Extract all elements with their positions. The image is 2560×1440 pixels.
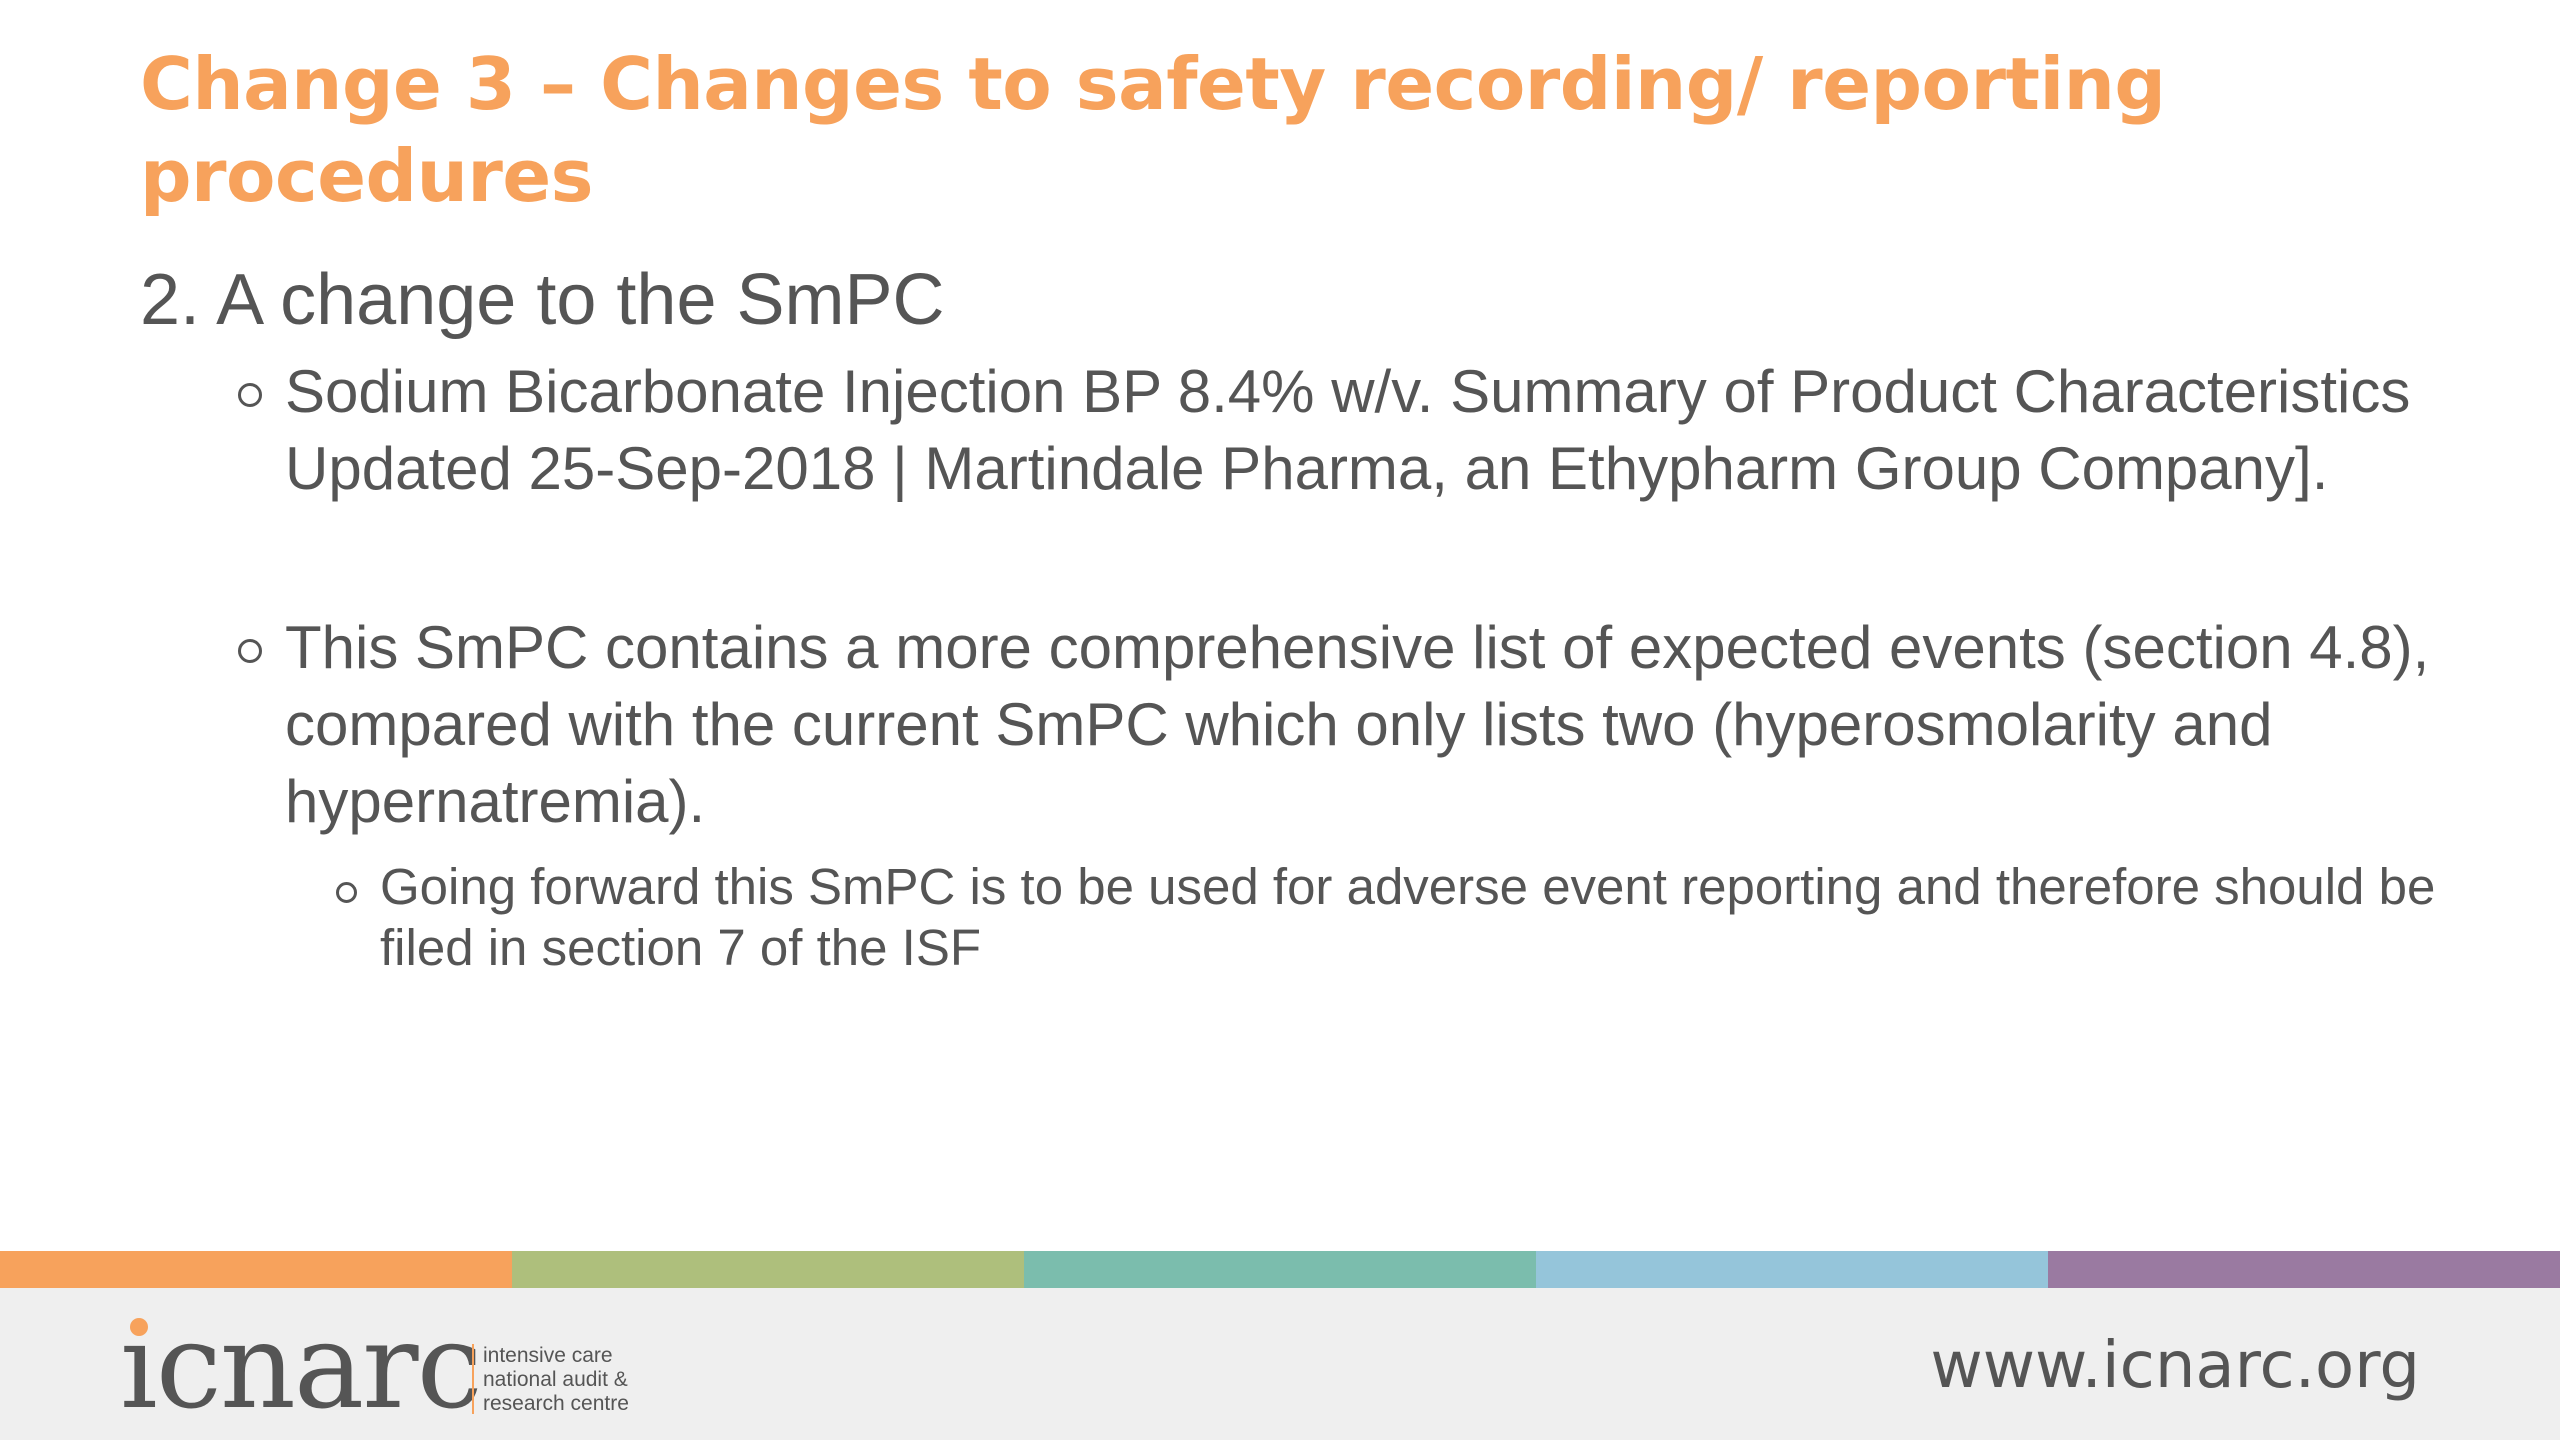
color-stripe-segment — [2048, 1251, 2560, 1288]
hollow-circle-bullet-icon — [238, 639, 262, 663]
sub-bullet-item: Going forward this SmPC is to be used fo… — [140, 856, 2440, 978]
footer: icnarc intensive care national audit & r… — [0, 1288, 2560, 1440]
website-url: www.icnarc.org — [1930, 1329, 2420, 1403]
color-stripe-segment — [1024, 1251, 1536, 1288]
logo-dot-icon — [130, 1318, 148, 1336]
color-stripe-segment — [1536, 1251, 2048, 1288]
slide-content: 2. A change to the SmPC Sodium Bicarbona… — [140, 255, 2440, 978]
hollow-circle-bullet-icon — [238, 383, 262, 407]
sub-bullet-text: Going forward this SmPC is to be used fo… — [380, 858, 2436, 976]
logo-tagline: intensive care national audit & research… — [483, 1344, 683, 1416]
logo-divider — [472, 1344, 474, 1414]
bullet-text: This SmPC contains a more comprehensive … — [285, 614, 2430, 835]
logo-tagline-line: research centre — [483, 1392, 629, 1415]
icnarc-logo: icnarc intensive care national audit & r… — [120, 1296, 680, 1426]
hollow-circle-bullet-icon — [336, 882, 357, 903]
slide-title: Change 3 – Changes to safety recording/ … — [140, 42, 2166, 218]
bullet-text: Sodium Bicarbonate Injection BP 8.4% w/v… — [285, 358, 2411, 502]
color-stripe-segment — [0, 1251, 512, 1288]
bullet-item: This SmPC contains a more comprehensive … — [140, 609, 2440, 840]
color-stripe-segment — [512, 1251, 1024, 1288]
bullet-item: Sodium Bicarbonate Injection BP 8.4% w/v… — [140, 353, 2440, 507]
logo-wordmark: icnarc — [120, 1297, 483, 1435]
section-heading: 2. A change to the SmPC — [140, 260, 945, 340]
logo-tagline-line: national audit & — [483, 1368, 628, 1391]
logo-tagline-line: intensive care — [483, 1344, 613, 1367]
color-stripe — [0, 1251, 2560, 1288]
